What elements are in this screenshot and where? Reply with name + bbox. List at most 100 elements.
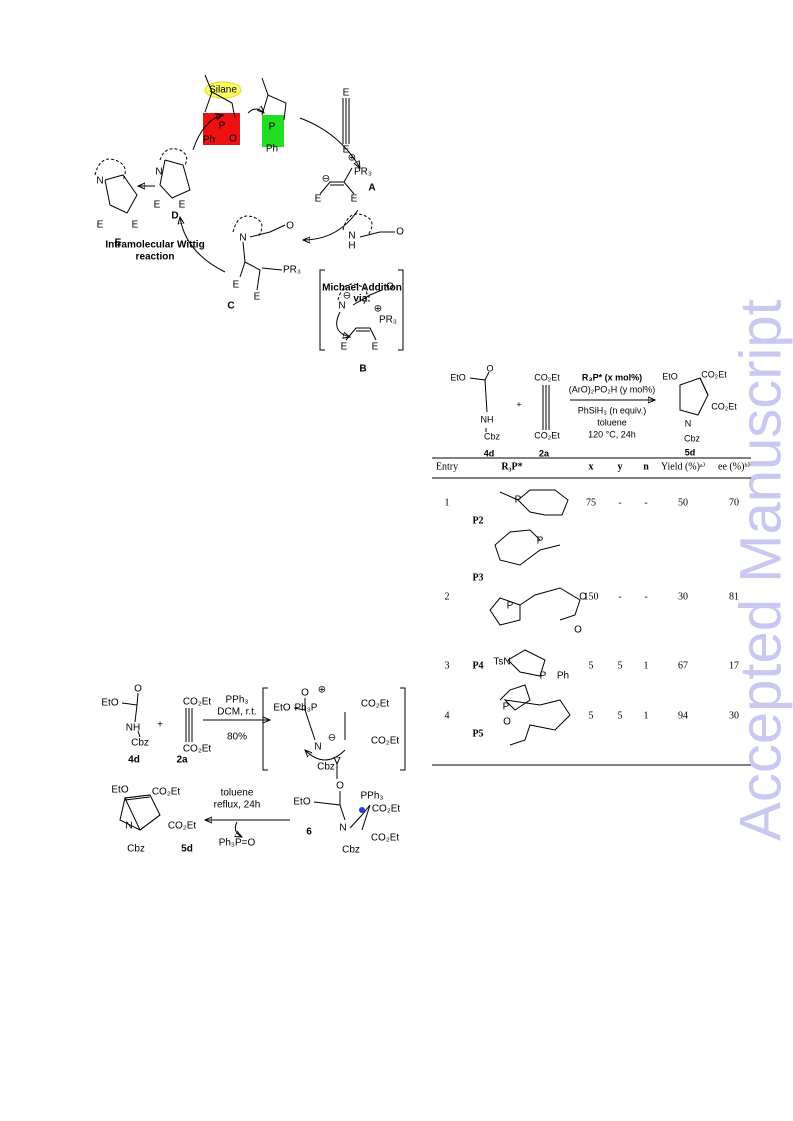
chem-label: P [540, 671, 547, 682]
chem-label: E [315, 194, 322, 205]
chem-label: Cbz [684, 433, 701, 443]
chem-label: reaction [136, 252, 175, 263]
chem-label: EtO [450, 372, 466, 382]
catalyst-name: P4 [472, 660, 483, 671]
catalyst-name: P5 [472, 728, 483, 739]
chem-label: + [516, 399, 521, 409]
chem-label: Cbz [127, 844, 145, 855]
chem-label: N [339, 823, 346, 834]
table-cell: 5 [589, 710, 594, 721]
chem-label: O [336, 781, 344, 792]
chem-label: CO₂Et [534, 372, 560, 382]
chem-label: 4d [484, 448, 495, 458]
chem-label: ⊕ [318, 685, 326, 696]
chem-label: reflux, 24h [214, 800, 261, 811]
chem-label: CO₂Et [534, 430, 560, 440]
table-cell: 3 [445, 660, 450, 671]
table-cell: 70 [729, 497, 739, 508]
chem-label: C [227, 301, 234, 312]
table-cell: - [644, 497, 647, 508]
chem-label: EtO [293, 797, 310, 808]
chem-label: Ph [557, 671, 569, 682]
chem-label: TsN [493, 657, 510, 668]
chem-label: Ph₃P=O [219, 838, 256, 849]
chem-label: O [396, 227, 404, 238]
chem-label: 120 °C, 24h [588, 429, 636, 439]
chem-label: PPh₃ [226, 695, 249, 706]
table-header: ee (%)ᵇ⁾ [718, 461, 750, 472]
chem-label: toluene [597, 417, 627, 427]
chem-label: Ph₃P [295, 703, 318, 714]
table-cell: 17 [729, 660, 739, 671]
chem-label: E [343, 145, 350, 156]
chem-label: Silane [209, 85, 237, 96]
chem-label: O [301, 688, 309, 699]
chem-label: EtO [273, 703, 290, 714]
chem-label: O [229, 134, 237, 145]
table-cell: 50 [678, 497, 688, 508]
chem-label: ⊖ [343, 291, 351, 302]
chem-label: 6 [306, 827, 312, 838]
chem-label: ⊕ [348, 153, 356, 164]
chem-label: 5d [685, 447, 696, 457]
chem-label: P [269, 122, 276, 133]
chem-label: Cbz [484, 431, 501, 441]
chem-label: E [132, 220, 139, 231]
chem-label: N [314, 742, 321, 753]
table-cell: 81 [729, 591, 739, 602]
table-header: n [643, 461, 649, 472]
chem-label: D [171, 211, 178, 222]
chem-label: R₃P* (x mol%) [582, 372, 642, 382]
chem-label: CO₂Et [711, 401, 737, 411]
chem-label: Cbz [317, 762, 335, 773]
chem-label: N [685, 418, 692, 428]
chem-label: E [254, 292, 261, 303]
chem-label: E [372, 342, 379, 353]
reaction-drawing [432, 371, 751, 766]
chem-label: N [239, 233, 246, 244]
chem-label: NH [126, 723, 140, 734]
chem-label: P [537, 536, 544, 547]
chem-label: PPh₃ [361, 791, 384, 802]
chem-label: O [574, 625, 582, 636]
chem-label: B [359, 364, 366, 375]
chem-label: N [348, 231, 355, 242]
chem-label: E [115, 238, 122, 249]
table-header: Yield (%)ᵃ⁾ [661, 461, 705, 472]
chem-label: CO₂Et [152, 787, 181, 798]
table-cell: 30 [729, 710, 739, 721]
chem-label: P [507, 601, 514, 612]
chem-label: P [503, 702, 510, 713]
table-cell: 5 [589, 660, 594, 671]
chem-label: N [155, 167, 162, 178]
table-cell: 2 [445, 591, 450, 602]
chem-label: O [386, 282, 394, 293]
chem-label: 4d [128, 755, 140, 766]
chem-label: PhSiH₃ (n equiv.) [578, 405, 647, 415]
chem-label: E [233, 280, 240, 291]
chem-label: 5d [181, 844, 193, 855]
chem-label: 2a [539, 448, 550, 458]
scheme-drawing [119, 687, 406, 837]
table-cell: 30 [678, 591, 688, 602]
table-cell: 67 [678, 660, 688, 671]
table-header: y [618, 461, 623, 472]
table-cell: 4 [445, 710, 450, 721]
chem-label: toluene [221, 788, 254, 799]
table-cell: 150 [584, 591, 599, 602]
chem-label: E [179, 200, 186, 211]
table-cell: 1 [445, 497, 450, 508]
chem-label: PR₃ [379, 315, 397, 326]
chem-label: N [338, 301, 345, 312]
chem-label: Michael Addition [322, 283, 402, 294]
chem-label: Cbz [342, 845, 360, 856]
chem-label: Ph [203, 135, 215, 146]
chem-label: via: [353, 294, 370, 305]
cycle-drawing [94, 74, 404, 351]
chem-label: CO₂Et [361, 699, 390, 710]
table-cell: 94 [678, 710, 688, 721]
chem-label: PR₃ [283, 265, 301, 276]
table-cell: - [644, 591, 647, 602]
chem-label: + [157, 720, 163, 731]
